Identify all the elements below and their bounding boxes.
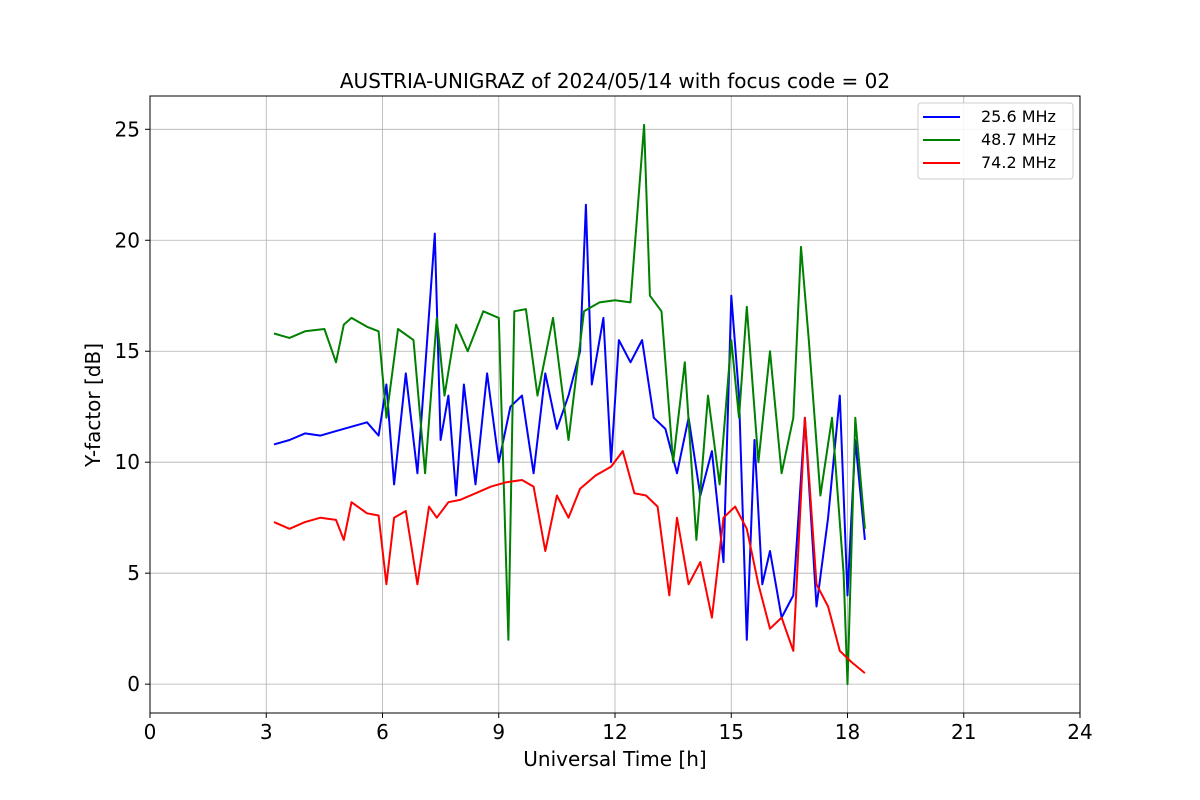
x-tick-label: 18 [835, 720, 860, 744]
y-tick-label: 5 [127, 561, 140, 585]
y-tick-label: 15 [115, 339, 140, 363]
legend-label-1: 48.7 MHz [981, 130, 1056, 149]
y-tick-label: 20 [115, 228, 140, 252]
x-tick-label: 21 [951, 720, 976, 744]
series-line-2 [273, 416, 866, 674]
x-tick-label: 9 [492, 720, 505, 744]
x-tick-label: 3 [260, 720, 273, 744]
chart-title: AUSTRIA-UNIGRAZ of 2024/05/14 with focus… [340, 69, 890, 93]
x-tick-label: 6 [376, 720, 389, 744]
y-tick-label: 10 [115, 450, 140, 474]
legend-box [917, 102, 1074, 180]
legend-label-0: 25.6 MHz [981, 107, 1056, 126]
ticks: 0 3 6 9 12 15 18 21 24 0 5 10 15 20 25 [115, 117, 1093, 744]
x-tick-label: 0 [144, 720, 157, 744]
plot-series [273, 123, 866, 686]
series-line-1 [273, 123, 866, 686]
x-tick-label: 15 [719, 720, 744, 744]
x-tick-label: 12 [602, 720, 627, 744]
x-axis-label: Universal Time [h] [523, 747, 706, 771]
legend: 25.6 MHz 48.7 MHz 74.2 MHz [917, 102, 1074, 180]
x-tick-label: 24 [1067, 720, 1092, 744]
y-tick-label: 0 [127, 672, 140, 696]
y-tick-label: 25 [115, 117, 140, 141]
y-axis-label: Y-factor [dB] [81, 343, 105, 468]
series-line-0 [273, 203, 866, 641]
legend-label-2: 74.2 MHz [981, 153, 1056, 172]
